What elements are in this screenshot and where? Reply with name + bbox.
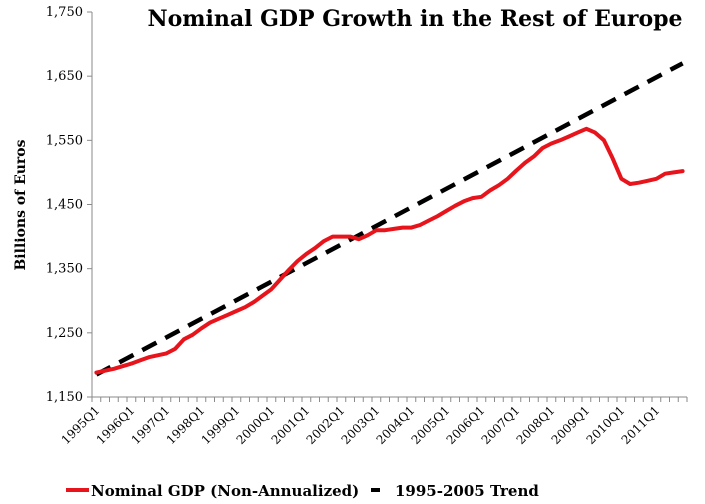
y-axis-label: Billions of Euros	[13, 139, 29, 270]
chart-title: Nominal GDP Growth in the Rest of Europe	[147, 6, 682, 32]
y-tick-label: 1,250	[46, 326, 83, 341]
legend-label-trend: 1995-2005 Trend	[395, 482, 539, 500]
y-tick-label: 1,650	[46, 69, 83, 84]
legend-label-gdp: Nominal GDP (Non-Annualized)	[91, 482, 359, 500]
y-tick-label: 1,450	[46, 198, 83, 213]
y-ticks: 1,150 1,250 1,350 1,450 1,550 1,650 1,750	[46, 5, 92, 405]
y-tick-label: 1,150	[46, 390, 83, 405]
y-tick-label: 1,350	[46, 262, 83, 277]
y-tick-label: 1,750	[46, 5, 83, 20]
x-tick-label: 2011Q1	[619, 403, 663, 447]
gdp-line	[94, 126, 685, 375]
series-group	[94, 61, 685, 377]
x-ticks: 1995Q11996Q11997Q11998Q11999Q12000Q12001…	[59, 397, 688, 447]
trend-line	[95, 61, 684, 377]
legend: Nominal GDP (Non-Annualized) 1995-2005 T…	[66, 482, 539, 500]
y-tick-label: 1,550	[46, 133, 83, 148]
